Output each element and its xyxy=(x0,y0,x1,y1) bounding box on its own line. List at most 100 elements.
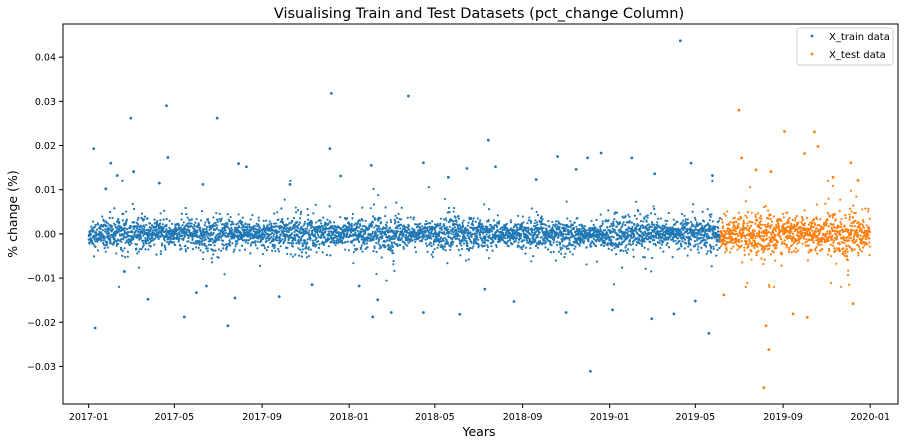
data-point xyxy=(787,221,790,224)
data-point xyxy=(123,247,126,250)
data-point xyxy=(240,244,244,247)
data-point xyxy=(687,245,690,248)
data-point xyxy=(486,245,490,249)
data-point xyxy=(470,217,473,221)
data-point xyxy=(387,243,390,246)
data-point xyxy=(363,224,366,228)
data-point xyxy=(176,233,180,236)
data-point xyxy=(599,213,602,216)
data-point xyxy=(371,221,374,224)
data-point xyxy=(632,255,635,258)
data-point-outlier xyxy=(104,187,108,191)
data-point xyxy=(711,236,714,239)
data-point xyxy=(113,207,116,210)
data-point-outlier xyxy=(237,162,240,166)
data-point xyxy=(296,220,299,223)
data-point xyxy=(621,223,624,226)
data-point xyxy=(137,230,140,233)
data-point xyxy=(254,244,257,247)
data-point xyxy=(157,237,160,240)
data-point xyxy=(642,225,645,228)
data-point xyxy=(383,244,386,247)
data-point xyxy=(384,223,387,226)
data-point xyxy=(114,224,117,227)
data-point xyxy=(231,228,234,231)
data-point xyxy=(373,218,377,221)
data-point xyxy=(502,231,505,235)
data-point xyxy=(674,222,677,225)
data-point xyxy=(354,222,357,225)
data-point xyxy=(540,219,543,223)
data-point xyxy=(317,229,320,232)
data-point xyxy=(728,223,731,226)
data-point xyxy=(204,234,207,237)
data-point xyxy=(307,248,310,251)
data-point xyxy=(249,218,252,221)
data-point xyxy=(231,242,234,245)
data-point xyxy=(378,244,381,247)
data-point xyxy=(353,244,356,247)
data-point xyxy=(103,220,106,223)
data-point xyxy=(139,237,143,240)
data-point xyxy=(212,231,215,235)
data-point xyxy=(708,219,711,222)
data-point xyxy=(773,236,776,239)
data-point xyxy=(713,228,716,231)
data-point-outlier xyxy=(446,175,450,179)
data-point xyxy=(445,226,448,229)
data-point xyxy=(529,221,533,224)
data-point xyxy=(676,220,679,223)
data-point xyxy=(627,230,630,233)
data-point xyxy=(620,243,623,246)
data-point xyxy=(284,237,287,241)
data-point xyxy=(144,236,147,240)
data-point xyxy=(546,248,550,251)
data-point xyxy=(477,238,480,241)
data-point xyxy=(246,242,250,245)
data-point xyxy=(460,244,463,247)
data-point xyxy=(540,215,543,218)
data-point xyxy=(742,219,745,222)
data-point xyxy=(291,245,295,248)
data-point xyxy=(763,224,766,227)
data-point xyxy=(719,245,723,248)
data-point xyxy=(141,239,144,243)
data-point xyxy=(121,249,124,253)
data-point xyxy=(527,219,530,222)
data-point xyxy=(294,239,297,242)
data-point xyxy=(431,255,434,259)
data-point xyxy=(523,239,526,242)
data-point xyxy=(230,231,233,234)
data-point xyxy=(757,249,760,253)
data-point xyxy=(218,212,221,216)
data-point xyxy=(207,243,210,246)
data-point xyxy=(322,233,325,236)
data-point-outlier xyxy=(494,165,497,169)
data-point xyxy=(763,258,766,261)
data-point xyxy=(363,242,366,246)
data-point xyxy=(216,224,219,227)
data-point xyxy=(345,234,348,238)
data-point xyxy=(296,224,299,228)
data-point xyxy=(328,205,331,208)
data-point xyxy=(400,218,403,221)
data-point xyxy=(278,237,282,240)
data-point xyxy=(289,228,293,231)
data-point xyxy=(299,210,303,213)
data-point xyxy=(464,226,467,229)
data-point xyxy=(583,240,586,243)
data-point xyxy=(296,209,300,212)
data-point xyxy=(467,221,470,224)
data-point xyxy=(138,248,141,251)
data-point xyxy=(643,217,646,220)
data-point xyxy=(313,241,316,245)
data-point xyxy=(340,234,343,237)
data-point xyxy=(145,223,148,226)
data-point xyxy=(470,235,473,238)
data-point xyxy=(301,242,304,245)
data-point xyxy=(293,223,297,227)
data-point-outlier xyxy=(339,174,343,178)
data-point xyxy=(211,224,215,227)
data-point xyxy=(126,250,130,253)
data-point xyxy=(606,225,609,229)
